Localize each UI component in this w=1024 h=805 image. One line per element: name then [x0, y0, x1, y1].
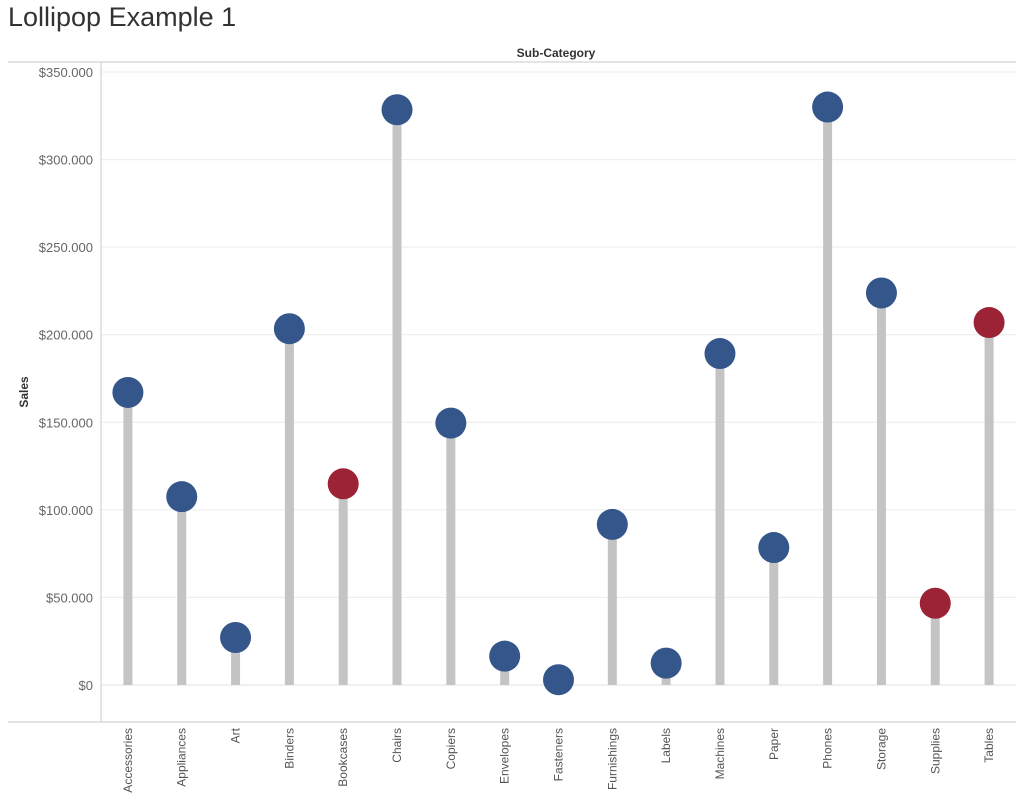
lollipop-dot[interactable] [704, 338, 736, 370]
x-tick-label: Supplies [928, 728, 942, 774]
x-tick-label: Envelopes [498, 728, 512, 784]
x-tick-labels: Accessories Appliances Art Binders Bookcases… [121, 727, 996, 792]
lollipop-dot[interactable] [166, 481, 198, 513]
x-tick-label: Storage [874, 728, 888, 770]
x-tick-label: Accessories [121, 728, 135, 793]
y-tick-labels: $0 $50.000 $100.000 $150.000 $200.000 $250.00… [39, 65, 93, 693]
x-tick-label: Copiers [444, 728, 458, 769]
frame-layer [8, 61, 1016, 723]
x-tick-label: Chairs [390, 728, 404, 763]
lollipop-dot[interactable] [220, 622, 252, 654]
lollipop-stem [715, 353, 725, 685]
lollipop-dot[interactable] [973, 307, 1005, 339]
lollipop-dot[interactable] [596, 508, 628, 540]
y-tick-label: $350.000 [39, 65, 93, 80]
y-tick-label: $150.000 [39, 415, 93, 430]
lollipop-stem [284, 328, 294, 685]
lollipop-dot[interactable] [381, 94, 413, 126]
x-tick-label: Art [229, 727, 243, 743]
x-tick-label: Bookcases [336, 728, 350, 787]
dot-layer [112, 91, 1005, 696]
lollipop-dot[interactable] [919, 587, 951, 619]
x-tick-label: Binders [282, 728, 296, 769]
lollipop-dot[interactable] [327, 468, 359, 500]
y-axis-title: Sales [17, 376, 31, 408]
x-tick-label: Furnishings [605, 728, 619, 790]
y-tick-label: $50.000 [46, 590, 93, 605]
lollipop-dot[interactable] [435, 407, 467, 439]
lollipop-stem [392, 109, 402, 685]
lollipop-stem [823, 107, 833, 686]
lollipop-stem [123, 392, 133, 685]
lollipop-stem [177, 496, 187, 685]
lollipop-stem [769, 547, 779, 685]
lollipop-stem [338, 483, 348, 685]
lollipop-dot[interactable] [489, 640, 521, 672]
x-tick-label: Paper [767, 728, 781, 760]
lollipop-dot[interactable] [112, 376, 144, 408]
lollipop-dot[interactable] [543, 664, 574, 696]
x-tick-label: Phones [821, 728, 835, 769]
page-title: Lollipop Example 1 [8, 2, 237, 32]
lollipop-dot[interactable] [758, 532, 790, 564]
x-tick-label: Machines [713, 728, 727, 779]
lollipop-stem [607, 524, 617, 685]
y-tick-label: $0 [79, 678, 93, 693]
lollipop-stem [446, 423, 456, 685]
lollipop-stem [984, 322, 994, 685]
y-tick-label: $100.000 [39, 503, 93, 518]
x-tick-label: Fasteners [552, 728, 566, 781]
lollipop-stem [231, 637, 241, 685]
x-axis-title: Sub-Category [517, 46, 596, 60]
x-tick-label: Appliances [175, 728, 189, 787]
x-tick-label: Tables [982, 728, 996, 763]
grid-layer [101, 71, 1016, 598]
lollipop-dot[interactable] [812, 91, 844, 123]
lollipop-stem [876, 292, 886, 685]
y-tick-label: $250.000 [39, 240, 93, 255]
lollipop-dot[interactable] [865, 277, 897, 309]
y-tick-label: $200.000 [39, 328, 93, 343]
lollipop-stem [930, 603, 940, 685]
y-tick-label: $300.000 [39, 153, 93, 168]
lollipop-dot[interactable] [273, 313, 305, 345]
lollipop-dot[interactable] [650, 647, 682, 679]
stem-layer [123, 107, 994, 686]
x-tick-label: Labels [659, 728, 673, 763]
